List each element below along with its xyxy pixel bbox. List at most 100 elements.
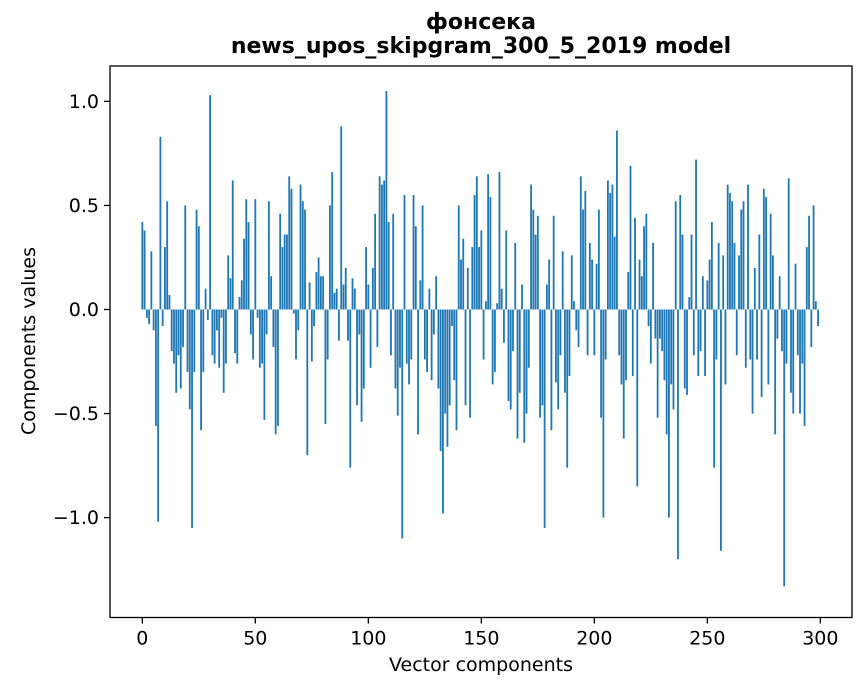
bar — [254, 199, 257, 310]
bar — [509, 309, 512, 410]
bar — [521, 284, 523, 310]
bar — [258, 309, 261, 368]
y-tick-label: 1.0 — [69, 91, 99, 113]
bar — [231, 180, 234, 310]
bar — [464, 309, 467, 406]
bar — [796, 309, 799, 356]
bar — [195, 209, 198, 310]
y-tick-label: 0.5 — [69, 195, 99, 217]
bar — [362, 309, 365, 389]
bar — [417, 309, 419, 435]
bar — [274, 309, 277, 435]
bar — [188, 309, 191, 410]
bar — [491, 309, 494, 385]
bar — [597, 209, 600, 310]
bar — [310, 309, 313, 362]
bar — [342, 284, 345, 310]
bar — [697, 309, 700, 377]
x-tick-label: 150 — [463, 628, 499, 650]
bar — [643, 226, 645, 310]
bar — [170, 309, 173, 352]
bar — [227, 255, 230, 310]
bar — [432, 309, 435, 335]
bar — [281, 247, 284, 310]
bar — [738, 255, 740, 310]
bar — [656, 309, 659, 418]
bar — [629, 165, 632, 310]
bar — [249, 309, 252, 335]
bar — [349, 309, 352, 468]
bar — [541, 309, 544, 406]
bar — [374, 213, 377, 310]
bar — [466, 267, 469, 310]
bar — [607, 180, 609, 310]
bar — [451, 309, 453, 327]
bar — [658, 309, 661, 339]
bar — [301, 201, 304, 310]
bar — [767, 309, 770, 385]
bar — [753, 267, 756, 310]
bar — [209, 95, 212, 310]
bar — [747, 184, 749, 310]
bar — [448, 309, 451, 406]
bar — [272, 309, 275, 347]
x-axis-label: Vector components — [389, 654, 573, 676]
bars-group — [141, 90, 819, 587]
bar — [627, 272, 630, 310]
bar — [670, 309, 673, 385]
bar — [385, 90, 388, 310]
bar — [794, 263, 797, 310]
y-tick-label: 0.0 — [69, 299, 99, 321]
bar — [787, 178, 790, 310]
bar — [206, 309, 209, 320]
bar — [701, 276, 704, 310]
y-tick-label: −0.5 — [53, 403, 99, 425]
bar — [817, 309, 819, 327]
bar — [326, 309, 329, 360]
bar — [315, 272, 318, 310]
bar — [636, 309, 639, 487]
bar — [785, 309, 788, 364]
bar — [462, 238, 465, 310]
bar — [668, 309, 670, 518]
bar — [265, 309, 268, 335]
bar — [618, 309, 621, 356]
bar — [261, 309, 264, 364]
bar — [324, 309, 327, 424]
bar — [681, 234, 684, 310]
bar — [401, 309, 404, 539]
bar — [267, 201, 270, 310]
bar — [715, 309, 718, 360]
bar — [729, 192, 731, 310]
bar — [295, 309, 297, 360]
bar — [561, 251, 564, 310]
bar — [238, 297, 241, 310]
bar — [220, 309, 223, 318]
bar — [744, 309, 747, 368]
bar — [489, 197, 492, 310]
bar — [695, 159, 697, 310]
bar — [193, 309, 196, 372]
bar — [213, 309, 216, 364]
bar — [222, 309, 225, 393]
bar — [319, 276, 322, 310]
bar — [482, 309, 485, 360]
bar — [751, 309, 754, 414]
y-tick-label: −1.0 — [53, 507, 99, 529]
bar — [674, 201, 677, 310]
bar — [625, 309, 627, 381]
bar — [175, 309, 178, 393]
x-tick-label: 200 — [576, 628, 612, 650]
bar — [765, 197, 768, 310]
x-tick-label: 0 — [136, 628, 148, 650]
bar — [421, 205, 424, 310]
bar — [649, 309, 652, 364]
bar — [543, 309, 546, 529]
bar — [419, 280, 422, 310]
bar — [383, 180, 386, 310]
bar — [792, 309, 795, 414]
bar — [204, 288, 207, 310]
bar — [803, 309, 806, 427]
bar — [457, 205, 460, 310]
bar — [731, 201, 734, 310]
